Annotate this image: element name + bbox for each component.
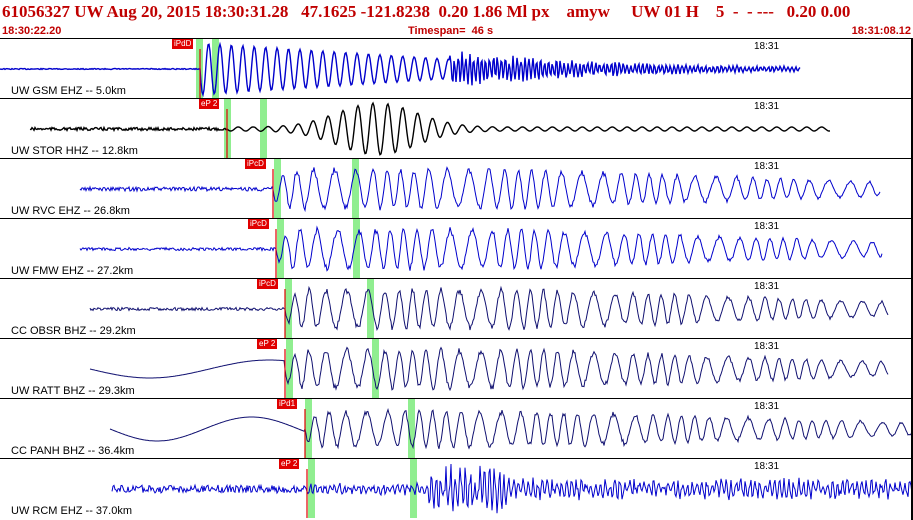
s-window-marker bbox=[212, 39, 219, 98]
station-label: UW STOR HHZ -- 12.8km bbox=[11, 145, 138, 157]
waveform bbox=[79, 219, 883, 278]
trace-panel-fmw[interactable]: 18:31 iPcD UW FMW EHZ -- 27.2km bbox=[0, 218, 913, 278]
minute-tick-label: 18:31 bbox=[754, 401, 780, 412]
p-pick-tag[interactable]: iPcD bbox=[245, 159, 266, 169]
trace-panel-obsr[interactable]: 18:31 iPcD CC OBSR BHZ -- 29.2km bbox=[0, 278, 913, 338]
trace-panel-rvc[interactable]: 18:31 iPcD UW RVC EHZ -- 26.8km bbox=[0, 158, 913, 218]
seismic-trace bbox=[29, 101, 831, 156]
p-pick-tag[interactable]: iPcD bbox=[257, 279, 278, 289]
trace-panel-ratt[interactable]: 18:31 eP 2 UW RATT BHZ -- 29.3km bbox=[0, 338, 913, 398]
trace-panel-rcm[interactable]: 18:31 eP 2 UW RCM EHZ -- 37.0km bbox=[0, 458, 913, 518]
waveform bbox=[109, 399, 913, 458]
minute-tick-label: 18:31 bbox=[754, 221, 780, 232]
minute-tick-label: 18:31 bbox=[754, 341, 780, 352]
station-label: CC OBSR BHZ -- 29.2km bbox=[11, 325, 136, 337]
minute-tick-label: 18:31 bbox=[754, 461, 780, 472]
seismic-trace bbox=[0, 41, 801, 98]
trace-panel-stor[interactable]: 18:31 eP 2 UW STOR HHZ -- 12.8km bbox=[0, 98, 913, 158]
p-pick-tag[interactable]: iPcD bbox=[248, 219, 269, 229]
seismic-trace bbox=[79, 166, 881, 213]
minute-tick-label: 18:31 bbox=[754, 161, 780, 172]
waveform bbox=[79, 159, 881, 218]
s-window-marker bbox=[408, 399, 415, 458]
p-window-marker bbox=[305, 399, 312, 458]
seismic-trace bbox=[89, 346, 889, 392]
station-label: UW GSM EHZ -- 5.0km bbox=[11, 85, 126, 97]
station-label: UW RVC EHZ -- 26.8km bbox=[11, 205, 130, 217]
s-window-marker bbox=[367, 279, 374, 338]
panel-right-border bbox=[911, 38, 913, 520]
p-pick-tag[interactable]: iPd1 bbox=[277, 399, 298, 409]
s-window-marker bbox=[372, 339, 379, 398]
p-pick-tag[interactable]: eP 2 bbox=[279, 459, 300, 469]
p-window-marker bbox=[285, 279, 292, 338]
s-window-marker bbox=[352, 159, 359, 218]
waveform bbox=[111, 459, 913, 518]
minute-tick-label: 18:31 bbox=[754, 101, 780, 112]
waveform bbox=[29, 99, 831, 158]
minute-tick-label: 18:31 bbox=[754, 281, 780, 292]
trace-panel-gsm[interactable]: 18:31 iPdD UW GSM EHZ -- 5.0km bbox=[0, 38, 913, 98]
trace-panel-panh[interactable]: 18:31 iPd1 CC PANH BHZ -- 36.4km bbox=[0, 398, 913, 458]
seismic-trace bbox=[89, 285, 889, 332]
timespan-label: Timespan= 46 s bbox=[408, 25, 494, 37]
s-window-marker bbox=[353, 219, 360, 278]
p-pick-tag[interactable]: iPdD bbox=[172, 39, 194, 49]
waveform bbox=[89, 339, 889, 398]
station-label: UW FMW EHZ -- 27.2km bbox=[11, 265, 134, 277]
seismic-trace bbox=[109, 408, 913, 450]
s-window-marker bbox=[260, 99, 267, 158]
p-window-marker bbox=[286, 339, 293, 398]
waveform bbox=[0, 39, 801, 98]
p-pick-tag[interactable]: eP 2 bbox=[257, 339, 278, 349]
header-bar: 61056327 UW Aug 20, 2015 18:30:31.28 47.… bbox=[0, 0, 913, 38]
station-label: UW RATT BHZ -- 29.3km bbox=[11, 385, 135, 397]
minute-tick-label: 18:31 bbox=[754, 41, 780, 52]
seismic-trace bbox=[79, 225, 883, 272]
waveform bbox=[89, 279, 889, 338]
start-time-label: 18:30:22.20 bbox=[2, 25, 62, 37]
event-summary-title: 61056327 UW Aug 20, 2015 18:30:31.28 47.… bbox=[2, 2, 851, 21]
station-label: UW RCM EHZ -- 37.0km bbox=[11, 505, 132, 517]
seismic-trace bbox=[111, 463, 913, 514]
seismogram-panels: 18:31 iPdD UW GSM EHZ -- 5.0km 18:31 eP … bbox=[0, 38, 913, 520]
p-window-marker bbox=[277, 219, 284, 278]
p-pick-tag[interactable]: eP 2 bbox=[199, 99, 220, 109]
station-label: CC PANH BHZ -- 36.4km bbox=[11, 445, 135, 457]
end-time-label: 18:31:08.12 bbox=[851, 25, 911, 37]
p-window-marker bbox=[274, 159, 281, 218]
